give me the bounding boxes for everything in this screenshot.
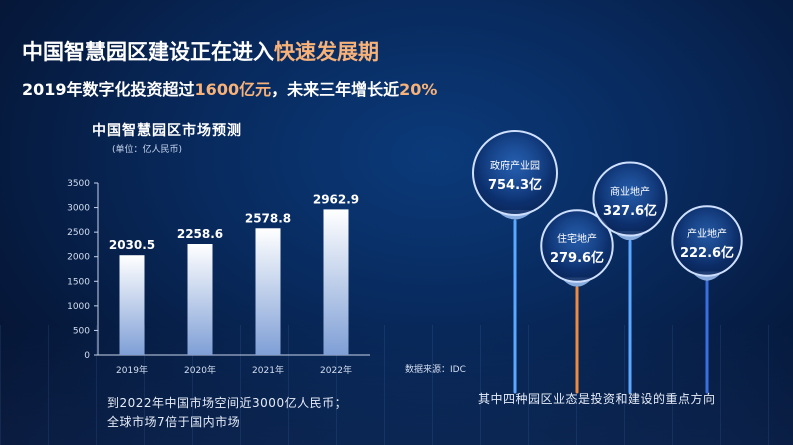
y-tick-label: 1500 [67,277,90,287]
x-tick-label: 2019年 [116,364,148,376]
y-tick-label: 0 [84,351,90,361]
pin-bubble [540,209,614,283]
bar [323,209,349,355]
bar-value-label: 2258.6 [177,227,223,241]
bar [119,255,145,355]
park-type-value: 754.3亿 [488,177,542,193]
y-tick-label: 500 [73,326,90,336]
pin-bubble [472,130,558,216]
park-type-label: 商业地产 [610,185,650,198]
y-tick-label: 3500 [67,179,90,189]
pin-bubble [592,161,668,237]
park-type-caption: 其中四种园区业态是投资和建设的重点方向 [478,392,716,406]
pin-bubble [671,205,743,277]
park-type-label: 产业地产 [687,227,727,240]
chart-unit: (单位：亿人民币) [112,145,183,155]
forecast-note-line1: 到2022年中国市场空间近3000亿人民币； [107,396,348,410]
park-type-value: 327.6亿 [603,203,657,219]
x-tick-label: 2021年 [252,364,284,376]
subtitle-highlight-growth: 20% [399,80,438,99]
chart-title: 中国智慧园区市场预测 [92,123,242,139]
title-highlight: 快速发展期 [274,40,379,64]
bar-value-label: 2578.8 [245,211,291,225]
y-tick-label: 2500 [67,228,90,238]
forecast-note: 到2022年中国市场空间近3000亿人民币； 全球市场7倍于国内市场 [107,394,347,432]
bar [255,228,281,355]
page-title: 中国智慧园区建设正在进入快速发展期 [22,36,379,66]
park-type-value: 279.6亿 [550,250,604,266]
bar-value-label: 2030.5 [109,238,155,252]
forecast-note-line2: 全球市场7倍于国内市场 [107,415,241,429]
market-forecast-bar-chart: 0 500 1000 1500 2000 2500 3000 3500 2030.5 2019年 2… [67,179,370,376]
subtitle-part2: ，未来三年增长近 [271,80,400,99]
title-main: 中国智慧园区建设正在进入 [22,40,274,64]
park-type-value: 222.6亿 [680,245,734,261]
data-source: 数据来源：IDC [405,365,466,375]
y-tick-label: 2000 [67,253,90,263]
y-tick-label: 3000 [67,204,90,214]
bar-value-label: 2962.9 [313,192,359,206]
bar [187,244,213,355]
y-tick-label: 1000 [67,302,90,312]
x-tick-label: 2022年 [320,364,352,376]
park-type-label: 住宅地产 [557,232,597,245]
page-subtitle: 2019年数字化投资超过1600亿元，未来三年增长近20% [22,76,437,100]
subtitle-part1: 2019年数字化投资超过 [22,80,195,99]
x-tick-label: 2020年 [184,364,216,376]
park-type-label: 政府产业园 [490,159,540,172]
subtitle-highlight-investment: 1600亿元 [194,80,272,99]
